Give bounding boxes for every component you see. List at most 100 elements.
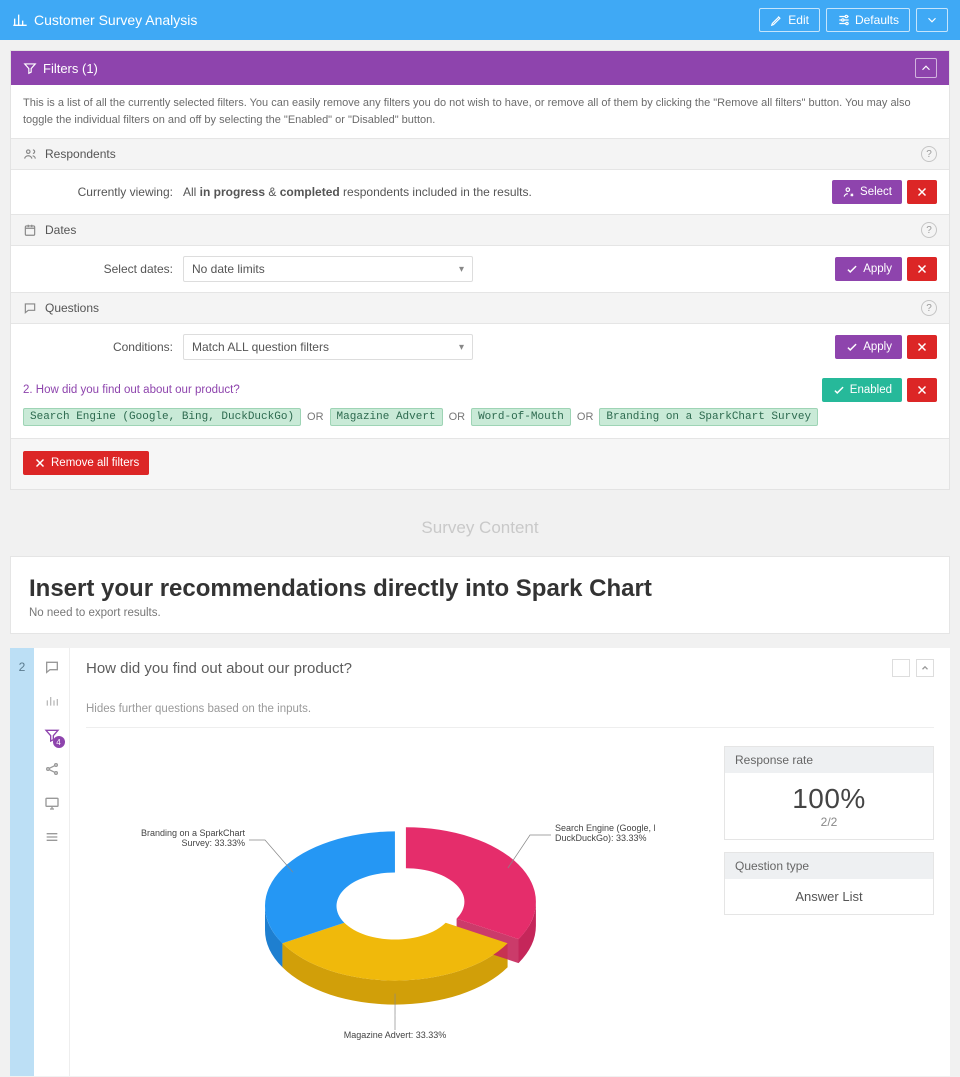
condition-tag[interactable]: Word-of-Mouth (471, 408, 571, 426)
check-circle-icon (832, 383, 846, 397)
donut-chart: Search Engine (Google, Bing,DuckDuckGo):… (135, 776, 655, 1056)
question-panel: 2 4 How did you find out about our produ… (10, 648, 950, 1076)
condition-joiner: OR (307, 411, 324, 423)
condition-joiner: OR (577, 411, 594, 423)
user-edit-icon (842, 185, 856, 199)
response-rate-box: Response rate 100% 2/2 (724, 746, 934, 840)
menu-icon[interactable] (43, 828, 61, 846)
question-collapse-button[interactable] (916, 659, 934, 677)
questions-remove-button[interactable] (907, 335, 937, 359)
caret-down-icon: ▾ (459, 264, 464, 275)
more-dropdown-button[interactable] (916, 8, 948, 32)
condition-enabled-button[interactable]: Enabled (822, 378, 902, 402)
info-column: Response rate 100% 2/2 Question type Ans… (724, 746, 934, 1056)
close-icon (915, 185, 929, 199)
questions-apply-label: Apply (863, 341, 892, 353)
respondents-row: Currently viewing: All in progress & com… (11, 170, 949, 214)
resp-text-1: All (183, 185, 200, 199)
close-icon (915, 383, 929, 397)
recommendation-card: Insert your recommendations directly int… (10, 556, 950, 634)
pencil-icon (770, 13, 784, 27)
edit-button[interactable]: Edit (759, 8, 820, 32)
respondents-title: Respondents (45, 147, 116, 161)
check-icon (845, 340, 859, 354)
filter-icon (23, 61, 37, 75)
check-icon (845, 262, 859, 276)
close-icon (33, 456, 47, 470)
response-rate-title: Response rate (725, 747, 933, 773)
analytics-icon (12, 12, 28, 28)
condition-joiner: OR (449, 411, 466, 423)
questions-title: Questions (45, 301, 99, 315)
chart-bar-icon[interactable] (43, 692, 61, 710)
question-number: 2 (10, 648, 34, 1076)
condition-block: 2. How did you find out about our produc… (11, 370, 949, 438)
condition-tags: Search Engine (Google, Bing, DuckDuckGo)… (23, 408, 937, 426)
respondents-select-label: Select (860, 186, 892, 198)
condition-remove-button[interactable] (907, 378, 937, 402)
page-title: Customer Survey Analysis (34, 12, 197, 28)
questions-row: Conditions: Match ALL question filters ▾… (11, 324, 949, 370)
response-rate-value: 100% (735, 783, 923, 815)
display-icon[interactable] (43, 794, 61, 812)
svg-text:Survey: 33.33%: Survey: 33.33% (181, 838, 245, 848)
respondents-remove-button[interactable] (907, 180, 937, 204)
dates-section-bar: Dates ? (11, 214, 949, 246)
resp-text-5: respondents included in the results. (340, 185, 532, 199)
close-icon (915, 262, 929, 276)
remove-all-filters-label: Remove all filters (51, 457, 139, 469)
questions-apply-button[interactable]: Apply (835, 335, 902, 359)
edit-label: Edit (788, 13, 809, 27)
comment-icon[interactable] (43, 658, 61, 676)
dates-select-value: No date limits (192, 262, 265, 276)
dates-label: Select dates: (23, 262, 173, 276)
survey-content-heading: Survey Content (0, 500, 960, 556)
respondents-help-icon[interactable]: ? (921, 146, 937, 162)
remove-all-wrap: Remove all filters (11, 438, 949, 489)
filters-title: Filters (1) (43, 61, 98, 76)
topbar: Customer Survey Analysis Edit Defaults (0, 0, 960, 40)
question-type-box: Question type Answer List (724, 852, 934, 915)
dates-help-icon[interactable]: ? (921, 222, 937, 238)
chat-icon (23, 301, 37, 315)
respondents-label: Currently viewing: (23, 185, 173, 199)
chevron-down-icon (925, 13, 939, 27)
collapse-filters-button[interactable] (915, 58, 937, 78)
respondents-select-button[interactable]: Select (832, 180, 902, 204)
condition-tag[interactable]: Search Engine (Google, Bing, DuckDuckGo) (23, 408, 301, 426)
filters-card: Filters (1) This is a list of all the cu… (10, 50, 950, 490)
dates-apply-button[interactable]: Apply (835, 257, 902, 281)
dates-apply-label: Apply (863, 263, 892, 275)
users-icon (23, 147, 37, 161)
condition-tag[interactable]: Magazine Advert (330, 408, 443, 426)
recommendation-subtitle: No need to export results. (29, 607, 931, 619)
remove-all-filters-button[interactable]: Remove all filters (23, 451, 149, 475)
respondents-text: All in progress & completed respondents … (183, 185, 822, 199)
recommendation-title: Insert your recommendations directly int… (29, 575, 931, 603)
dates-row: Select dates: No date limits ▾ Apply (11, 246, 949, 292)
calendar-icon (23, 223, 37, 237)
questions-label: Conditions: (23, 340, 173, 354)
dates-select[interactable]: No date limits ▾ (183, 256, 473, 282)
share-icon[interactable] (43, 760, 61, 778)
svg-text:Branding on a SparkChart: Branding on a SparkChart (141, 828, 246, 838)
question-checkbox[interactable] (892, 659, 910, 677)
topbar-actions: Edit Defaults (759, 8, 948, 32)
filter-icon-with-badge[interactable]: 4 (43, 726, 61, 744)
question-main: How did you find out about our product? … (70, 648, 950, 1076)
resp-text-4: completed (280, 185, 340, 199)
dates-title: Dates (45, 223, 76, 237)
conditions-select[interactable]: Match ALL question filters ▾ (183, 334, 473, 360)
question-title: How did you find out about our product? (86, 660, 352, 677)
questions-help-icon[interactable]: ? (921, 300, 937, 316)
question-type-value: Answer List (735, 889, 923, 904)
svg-text:DuckDuckGo): 33.33%: DuckDuckGo): 33.33% (555, 833, 647, 843)
condition-tag[interactable]: Branding on a SparkChart Survey (599, 408, 818, 426)
dates-remove-button[interactable] (907, 257, 937, 281)
svg-text:Magazine Advert: 33.33%: Magazine Advert: 33.33% (344, 1030, 447, 1040)
question-subtitle: Hides further questions based on the inp… (86, 703, 934, 728)
condition-question-title: 2. How did you find out about our produc… (23, 384, 822, 396)
respondents-section-bar: Respondents ? (11, 138, 949, 170)
defaults-button[interactable]: Defaults (826, 8, 910, 32)
chevron-up-icon (920, 663, 930, 673)
